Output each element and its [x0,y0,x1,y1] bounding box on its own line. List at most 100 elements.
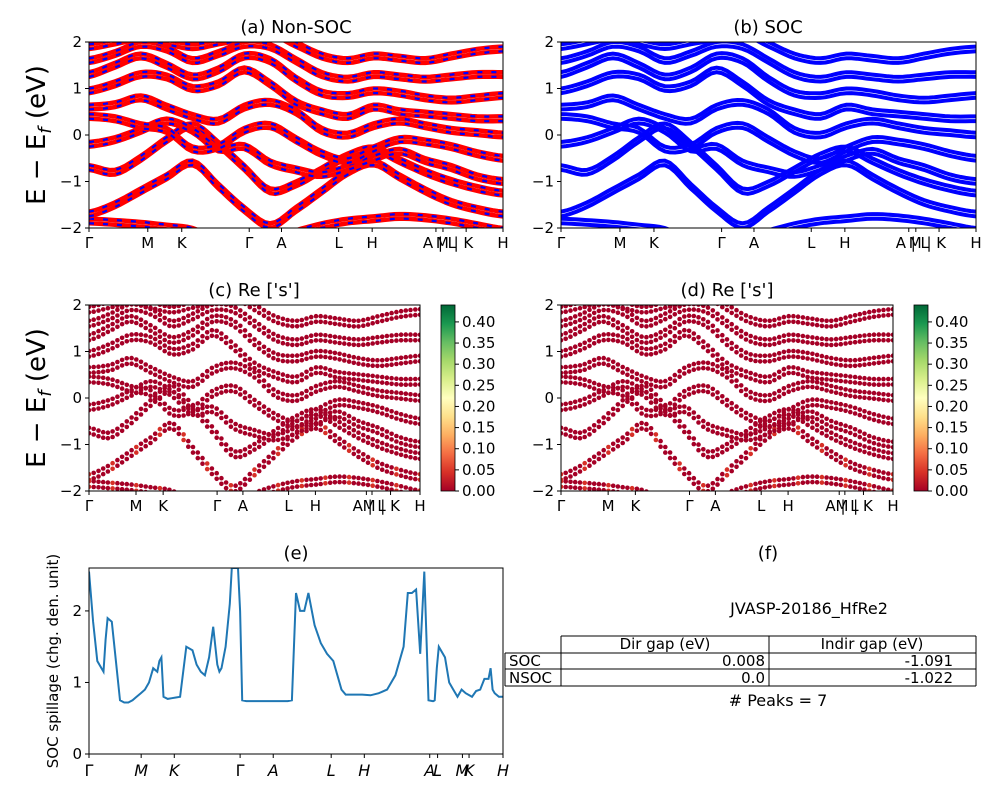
band-dot-6-1-5 [582,340,587,346]
band-dot-5-1-66 [871,390,877,396]
band-dot-1-0-27 [686,476,692,482]
band-dot-2-1-32 [710,449,716,454]
band-dot-8-1-50 [323,333,328,338]
band-dot-1-1-38 [266,454,272,460]
band-dot-2-0-27 [686,435,692,441]
band-dot-0-1-3 [572,479,578,485]
band-dot-2-1-40 [275,425,281,431]
band-dot-6-0-38 [266,373,272,378]
band-dot-9-1-17 [167,305,172,309]
xtick-label: H [497,234,508,252]
band-dot-7-0-0 [89,338,92,343]
band-dot-9-1-65 [867,309,872,315]
band-dot-3-1-24 [672,405,678,411]
band-dot-4-1-37 [734,404,739,409]
band-dot-5-0-28 [219,367,224,373]
band-dot-2-1-39 [743,429,749,434]
band-dot-5-1-56 [824,382,829,388]
band-dot-2-0-28 [691,441,697,447]
band-dot-9-0-56 [351,324,357,329]
band-dot-1-0-64 [389,470,394,476]
band-dot-6-0-29 [223,340,229,346]
band-dot-1-1-16 [162,422,167,428]
band-dot-0-0-42 [757,486,763,491]
band-dot-7-1-55 [819,353,825,359]
band-dot-0-1-29 [224,502,229,507]
band-dot-7-0-4 [577,329,583,335]
band-dot-7-1-24 [672,320,678,326]
band-dot-8-1-8 [596,305,602,308]
band-dot-8-0-42 [757,341,763,347]
band-dot-4-1-30 [701,383,706,388]
band-dot-2-1-46 [304,408,309,414]
band-dot-6-0-70 [417,382,420,387]
cbar-tick-label: 0.25 [935,376,968,394]
band-dot-6-0-20 [181,350,186,356]
band-dot-7-1-64 [862,356,867,362]
band-dot-3-1-64 [389,431,394,437]
band-dot-2-0-55 [346,430,352,436]
band-dot-3-1-7 [591,392,597,397]
band-dot-2-1-12 [615,402,621,407]
band-line-overlay-9-1 [89,42,503,60]
band-dot-6-1-62 [379,374,385,380]
band-dot-1-0-5 [110,466,115,472]
band-dot-4-1-7 [119,380,125,386]
band-dot-0-0-45 [299,483,305,489]
panel-e-yticks: 012 [72,602,89,763]
band-dot-5-1-66 [398,390,404,396]
band-dot-2-1-62 [852,440,858,446]
band-dot-1-1-25 [677,461,682,466]
band-dot-9-0-46 [304,321,309,327]
band-dot-9-0-24 [672,305,678,308]
band-dot-0-1-24 [200,503,205,508]
band-dot-8-0-39 [743,337,749,342]
band-dot-6-1-6 [115,338,120,343]
band-dot-8-0-21 [186,319,191,324]
band-dot-4-0-70 [890,421,893,427]
band-dot-4-0-31 [233,389,238,395]
band-dot-7-0-24 [200,325,205,331]
band-dot-0-1-9 [129,482,134,487]
band-dot-0-0-22 [191,506,196,511]
band-dot-3-0-37 [734,436,739,441]
band-dot-8-0-18 [644,324,649,329]
band-dot-2-0-7 [119,428,125,434]
band-dot-5-1-18 [644,375,649,380]
band-dot-8-0-8 [596,308,602,314]
band-dot-0-1-5 [582,480,587,486]
band-dot-5-0-59 [838,391,844,397]
band-dot-6-1-22 [663,341,668,347]
band-dot-8-0-10 [606,307,611,313]
band-dot-9-0-40 [748,320,753,326]
band-dot-8-1-1 [91,317,96,323]
band-dot-6-0-68 [881,382,886,387]
band-dot-6-1-34 [720,356,725,362]
band-dot-0-1-25 [205,504,210,509]
band-dot-7-0-6 [587,324,592,330]
band-dot-3-1-69 [886,438,891,444]
band-dot-2-0-10 [606,416,611,422]
band-dot-0-0-25 [205,510,210,515]
band-dot-0-1-38 [266,485,272,491]
band-dot-8-1-38 [266,328,272,334]
band-dot-5-0-27 [214,369,219,374]
band-dot-5-0-47 [781,391,787,397]
band-dot-8-1-17 [167,318,172,323]
band-dot-7-0-30 [228,322,234,328]
panel-c-dots [89,305,420,515]
band-dot-7-1-50 [795,349,801,354]
band-dot-6-0-61 [848,379,853,385]
xtick-label: M [141,234,154,252]
band-dot-0-0-18 [172,495,177,500]
band-dot-3-1-32 [238,423,243,429]
band-dot-6-1-53 [337,370,342,375]
band-dot-0-0-15 [158,492,163,497]
band-dot-4-0-19 [176,413,182,419]
band-dot-4-0-57 [829,405,834,411]
band-dot-0-1-56 [824,475,829,480]
band-dot-8-1-44 [767,337,772,342]
band-dot-5-1-27 [214,363,219,369]
band-dot-3-1-53 [337,409,342,415]
